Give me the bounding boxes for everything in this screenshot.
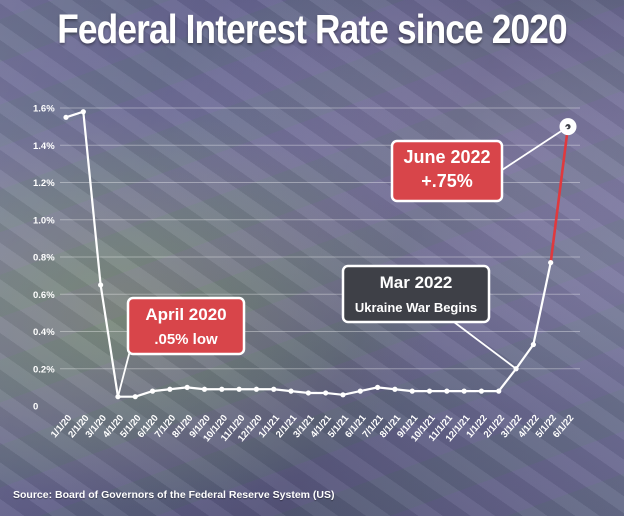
data-point xyxy=(184,384,190,390)
y-tick-label: 1.0% xyxy=(33,215,55,226)
data-point xyxy=(132,394,138,400)
annotation-text: +.75% xyxy=(421,171,473,191)
data-point xyxy=(426,388,433,394)
data-point xyxy=(392,386,398,392)
data-point xyxy=(530,341,536,348)
annotation-leader-line xyxy=(449,318,517,370)
data-point xyxy=(548,259,554,266)
y-tick-label: 1.4% xyxy=(33,141,55,152)
chart-title: Federal Interest Rate since 2020 xyxy=(57,6,567,52)
data-point xyxy=(374,384,381,390)
source-note: Source: Board of Governors of the Federa… xyxy=(13,489,335,501)
y-tick-label: 0.2% xyxy=(33,364,55,375)
data-point xyxy=(323,390,329,396)
data-point xyxy=(149,388,156,394)
data-point xyxy=(80,109,86,115)
data-point xyxy=(496,388,502,394)
data-point xyxy=(253,386,260,392)
data-point xyxy=(478,388,485,394)
data-point xyxy=(201,386,208,392)
data-point xyxy=(288,388,294,394)
data-point xyxy=(444,388,450,394)
data-point xyxy=(305,390,311,396)
y-tick-label: 1.6% xyxy=(33,104,55,115)
data-point xyxy=(461,388,467,394)
data-point xyxy=(357,388,363,394)
annotation-text: Mar 2022 xyxy=(380,273,453,292)
y-tick-label: 0.4% xyxy=(33,327,55,338)
data-point xyxy=(167,386,173,392)
data-point xyxy=(219,386,225,392)
y-tick-label: 0.8% xyxy=(33,253,55,264)
annotation-text: April 2020 xyxy=(145,305,226,324)
annotation-box xyxy=(341,264,491,324)
y-tick-label: 0.6% xyxy=(33,290,55,301)
y-tick-label: 1.2% xyxy=(33,178,55,189)
series-line-highlight xyxy=(549,126,570,263)
data-point xyxy=(236,386,242,392)
annotation-leader-line xyxy=(501,125,569,171)
annotation-box xyxy=(126,296,246,356)
data-point xyxy=(340,392,346,398)
y-tick-label: 0 xyxy=(33,402,38,413)
annotation-text: .05% low xyxy=(154,331,218,348)
annotation-text: June 2022 xyxy=(403,147,490,167)
data-point xyxy=(409,388,415,394)
data-point xyxy=(98,282,104,288)
data-point xyxy=(271,386,277,392)
data-point xyxy=(63,114,69,120)
annotation-box xyxy=(390,139,504,203)
annotation-text: Ukraine War Begins xyxy=(355,300,477,315)
